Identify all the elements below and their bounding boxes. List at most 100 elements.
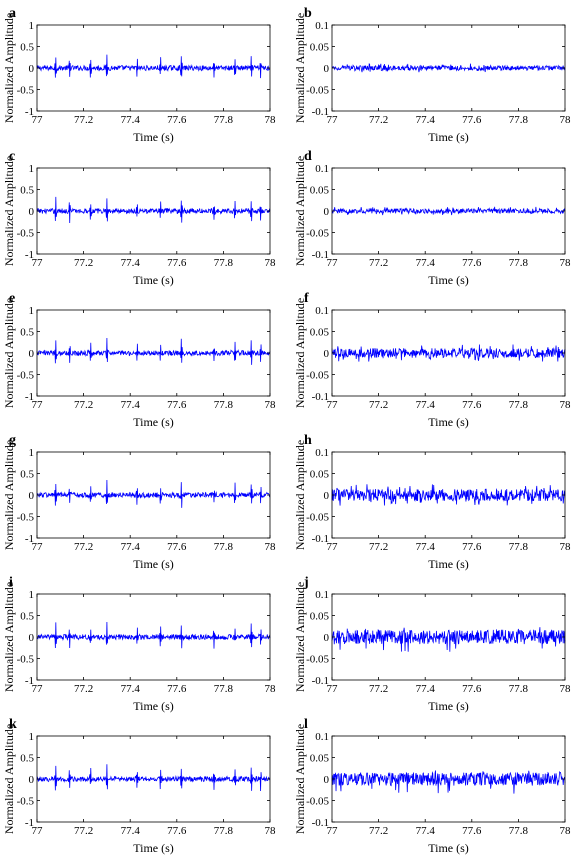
signal-trace [331, 206, 566, 216]
y-axis-title: Normalized Amplitude [2, 13, 16, 123]
x-axis-title: Time (s) [428, 699, 469, 713]
x-tick-label: 77.6 [167, 399, 187, 411]
x-tick-label: 77 [32, 399, 44, 411]
x-tick-label: 78 [265, 825, 277, 837]
y-axis-title: Normalized Amplitude [293, 298, 307, 408]
y-tick-label: -1 [25, 817, 34, 829]
y-tick-label: 0.5 [20, 42, 34, 54]
y-axis-title: Normalized Amplitude [2, 156, 16, 266]
x-tick-label: 77.6 [167, 683, 187, 695]
y-tick-label: 0 [29, 348, 35, 360]
y-tick-label: 0 [324, 63, 330, 75]
x-tick-label: 77 [327, 683, 339, 695]
y-tick-label: 0 [324, 490, 330, 502]
panel-k: k 77 77.2 77.4 77.6 77.8 78 1 0.5 0 -0.5 -1 Time (s)… [2, 717, 276, 855]
x-axis-title: Time (s) [133, 130, 174, 144]
y-axis-title: Normalized Amplitude [2, 582, 16, 692]
x-tick-label: 77.4 [121, 541, 141, 553]
panel-j: j 77 77.2 77.4 77.6 77.8 78 0.1 0.05 0 -0.05 -0.1 Ti… [293, 575, 571, 713]
x-tick-label: 77.2 [74, 825, 93, 837]
y-axis-title: Normalized Amplitude [293, 13, 307, 123]
x-tick-label: 78 [560, 257, 572, 269]
signal-trace [36, 196, 271, 223]
x-tick-label: 77.8 [214, 114, 234, 126]
y-tick-label: -0.05 [306, 370, 329, 382]
x-tick-label: 77.4 [416, 683, 436, 695]
x-axis-title: Time (s) [428, 841, 469, 855]
x-axis-title: Time (s) [428, 273, 469, 287]
y-tick-label: 1 [29, 447, 35, 459]
x-tick-label: 77.2 [369, 114, 388, 126]
y-tick-label: 0 [29, 490, 35, 502]
x-tick-label: 78 [560, 683, 572, 695]
y-tick-label: 0 [324, 774, 330, 786]
x-axis-title: Time (s) [133, 699, 174, 713]
x-tick-label: 77.4 [416, 825, 436, 837]
x-tick-label: 77.8 [509, 541, 529, 553]
signal-trace [36, 54, 271, 79]
x-axis-title: Time (s) [428, 415, 469, 429]
y-tick-label: 0.5 [20, 185, 34, 197]
signal-trace [36, 764, 271, 792]
x-tick-label: 77.8 [214, 541, 234, 553]
x-tick-label: 78 [265, 257, 277, 269]
x-tick-label: 77.2 [369, 825, 388, 837]
y-tick-label: 1 [29, 163, 35, 175]
y-tick-label: -1 [25, 391, 34, 403]
x-tick-label: 77.4 [416, 541, 436, 553]
panel-letter: g [9, 433, 16, 448]
y-tick-label: 0 [324, 632, 330, 644]
y-tick-label: 1 [29, 20, 35, 32]
x-tick-label: 77.6 [462, 825, 482, 837]
x-tick-label: 77.2 [74, 399, 93, 411]
y-tick-label: -0.5 [17, 370, 35, 382]
panel-d: d 77 77.2 77.4 77.6 77.8 78 0.1 0.05 0 -0.05 -0.1 Ti… [293, 149, 571, 287]
y-tick-label: -0.5 [17, 796, 35, 808]
x-tick-label: 78 [560, 825, 572, 837]
y-tick-label: 0.5 [20, 469, 34, 481]
y-tick-label: 1 [29, 731, 35, 743]
signal-trace [36, 479, 271, 508]
x-tick-label: 77.8 [509, 825, 529, 837]
x-tick-label: 78 [560, 114, 572, 126]
panel-h: h 77 77.2 77.4 77.6 77.8 78 0.1 0.05 0 -0.05 -0.1 Ti… [293, 433, 571, 571]
x-tick-label: 77.6 [167, 541, 187, 553]
y-tick-label: 0.1 [315, 589, 329, 601]
x-tick-label: 77.2 [74, 257, 93, 269]
panel-letter: i [9, 575, 13, 590]
y-tick-label: 0.5 [20, 611, 34, 623]
panel-a: a 77 77.2 77.4 77.6 77.8 78 1 0.5 0 -0.5 -1 Time (s)… [2, 6, 276, 144]
x-tick-label: 77.6 [462, 257, 482, 269]
y-tick-label: -0.05 [306, 228, 329, 240]
x-tick-label: 77.6 [462, 541, 482, 553]
x-tick-label: 77.6 [462, 683, 482, 695]
x-tick-label: 77 [327, 399, 339, 411]
y-tick-label: 0.05 [310, 753, 330, 765]
x-tick-label: 77.8 [214, 399, 234, 411]
y-axis-title: Normalized Amplitude [293, 724, 307, 834]
y-axis-title: Normalized Amplitude [293, 156, 307, 266]
x-axis-title: Time (s) [428, 557, 469, 571]
x-tick-label: 77.2 [369, 399, 388, 411]
y-tick-label: -0.1 [312, 391, 329, 403]
y-tick-label: -0.05 [306, 796, 329, 808]
x-tick-label: 77.4 [416, 114, 436, 126]
y-tick-label: 1 [29, 589, 35, 601]
x-tick-label: 77.8 [214, 683, 234, 695]
x-tick-label: 77 [32, 114, 44, 126]
signal-trace [331, 484, 566, 506]
y-tick-label: 0.1 [315, 731, 329, 743]
panel-i: i 77 77.2 77.4 77.6 77.8 78 1 0.5 0 -0.5 -1 Time (s)… [2, 575, 276, 713]
x-tick-label: 77 [327, 825, 339, 837]
y-tick-label: 0 [29, 206, 35, 218]
x-tick-label: 77.2 [74, 541, 93, 553]
x-tick-label: 78 [265, 683, 277, 695]
axes-box [331, 593, 566, 681]
y-tick-label: 0 [29, 774, 35, 786]
y-tick-label: 0.05 [310, 611, 330, 623]
panel-letter: c [9, 149, 15, 164]
y-tick-label: 0.05 [310, 42, 330, 54]
panel-letter: k [9, 717, 17, 732]
y-tick-label: 0.05 [310, 469, 330, 481]
x-tick-label: 78 [560, 399, 572, 411]
